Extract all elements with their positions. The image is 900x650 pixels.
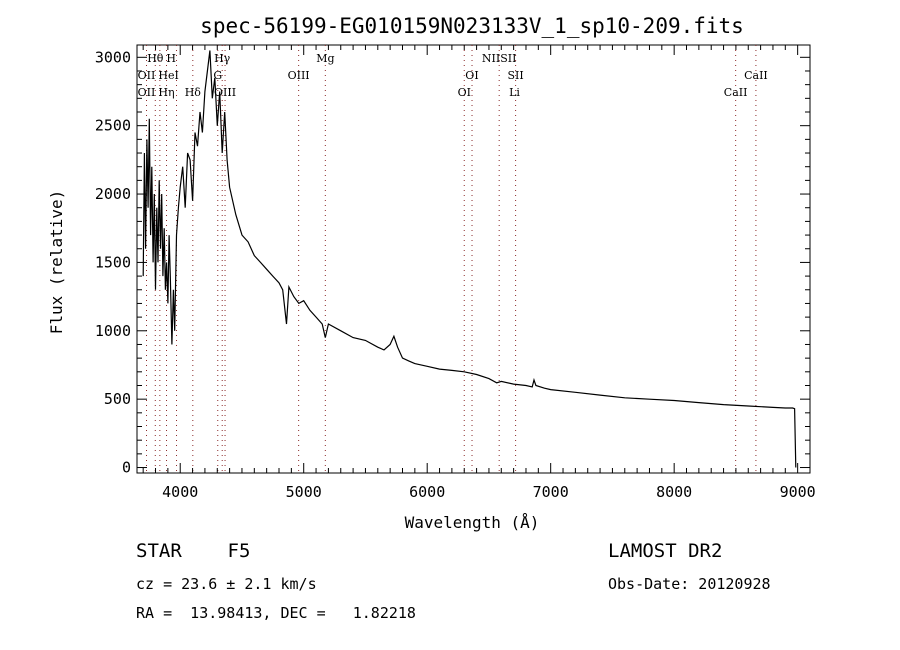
spectral-line-label: G <box>213 69 222 82</box>
y-tick-label: 3000 <box>95 48 131 66</box>
chart-title: spec-56199-EG010159N023133V_1_sp10-209.f… <box>200 14 744 38</box>
spectral-line-label: H <box>166 52 176 65</box>
x-tick-label: 5000 <box>286 483 322 501</box>
x-tick-label: 9000 <box>780 483 816 501</box>
spectral-line-label: OII <box>138 86 156 99</box>
spectral-line-label: OIII <box>214 86 236 99</box>
spectral-line-label: OIII <box>288 69 310 82</box>
x-tick-label: 7000 <box>533 483 569 501</box>
survey-name: LAMOST DR2 <box>608 540 723 562</box>
spectral-line-label: HeI <box>158 69 178 82</box>
spectral-line-label: NIISII <box>482 52 517 65</box>
y-tick-label: 1000 <box>95 322 131 340</box>
y-tick-label: 500 <box>104 390 131 408</box>
spectral-line-label: Hδ <box>185 86 202 99</box>
spectral-line-label: Hη <box>158 86 174 99</box>
obs-date: Obs-Date: 20120928 <box>608 575 771 593</box>
spectral-line-label: Li <box>509 86 520 99</box>
spectrum-line <box>142 50 797 468</box>
spectral-line-label: CaII <box>724 86 748 99</box>
spectral-line-label: OII <box>138 69 156 82</box>
spectral-line-label: OI <box>465 69 478 82</box>
spectral-line-label: Hθ <box>147 52 164 65</box>
x-tick-label: 8000 <box>656 483 692 501</box>
spectral-line-label: SII <box>508 69 524 82</box>
spectral-line-label: CaII <box>744 69 768 82</box>
y-tick-label: 2000 <box>95 185 131 203</box>
spectral-line-label: OI <box>458 86 471 99</box>
y-tick-label: 2500 <box>95 117 131 135</box>
redshift-cz: cz = 23.6 ± 2.1 km/s <box>136 575 317 593</box>
spectral-line-label: Hγ <box>214 52 231 65</box>
object-class: STAR F5 <box>136 540 251 562</box>
y-axis-label: Flux (relative) <box>47 190 66 335</box>
x-axis-label: Wavelength (Å) <box>405 513 540 532</box>
coordinates: RA = 13.98413, DEC = 1.82218 <box>136 604 416 622</box>
x-tick-label: 4000 <box>162 483 198 501</box>
y-tick-label: 0 <box>122 459 131 477</box>
plot-frame <box>136 44 811 474</box>
x-tick-label: 6000 <box>409 483 445 501</box>
y-tick-label: 1500 <box>95 253 131 271</box>
spectral-line-label: Mg <box>316 52 334 65</box>
